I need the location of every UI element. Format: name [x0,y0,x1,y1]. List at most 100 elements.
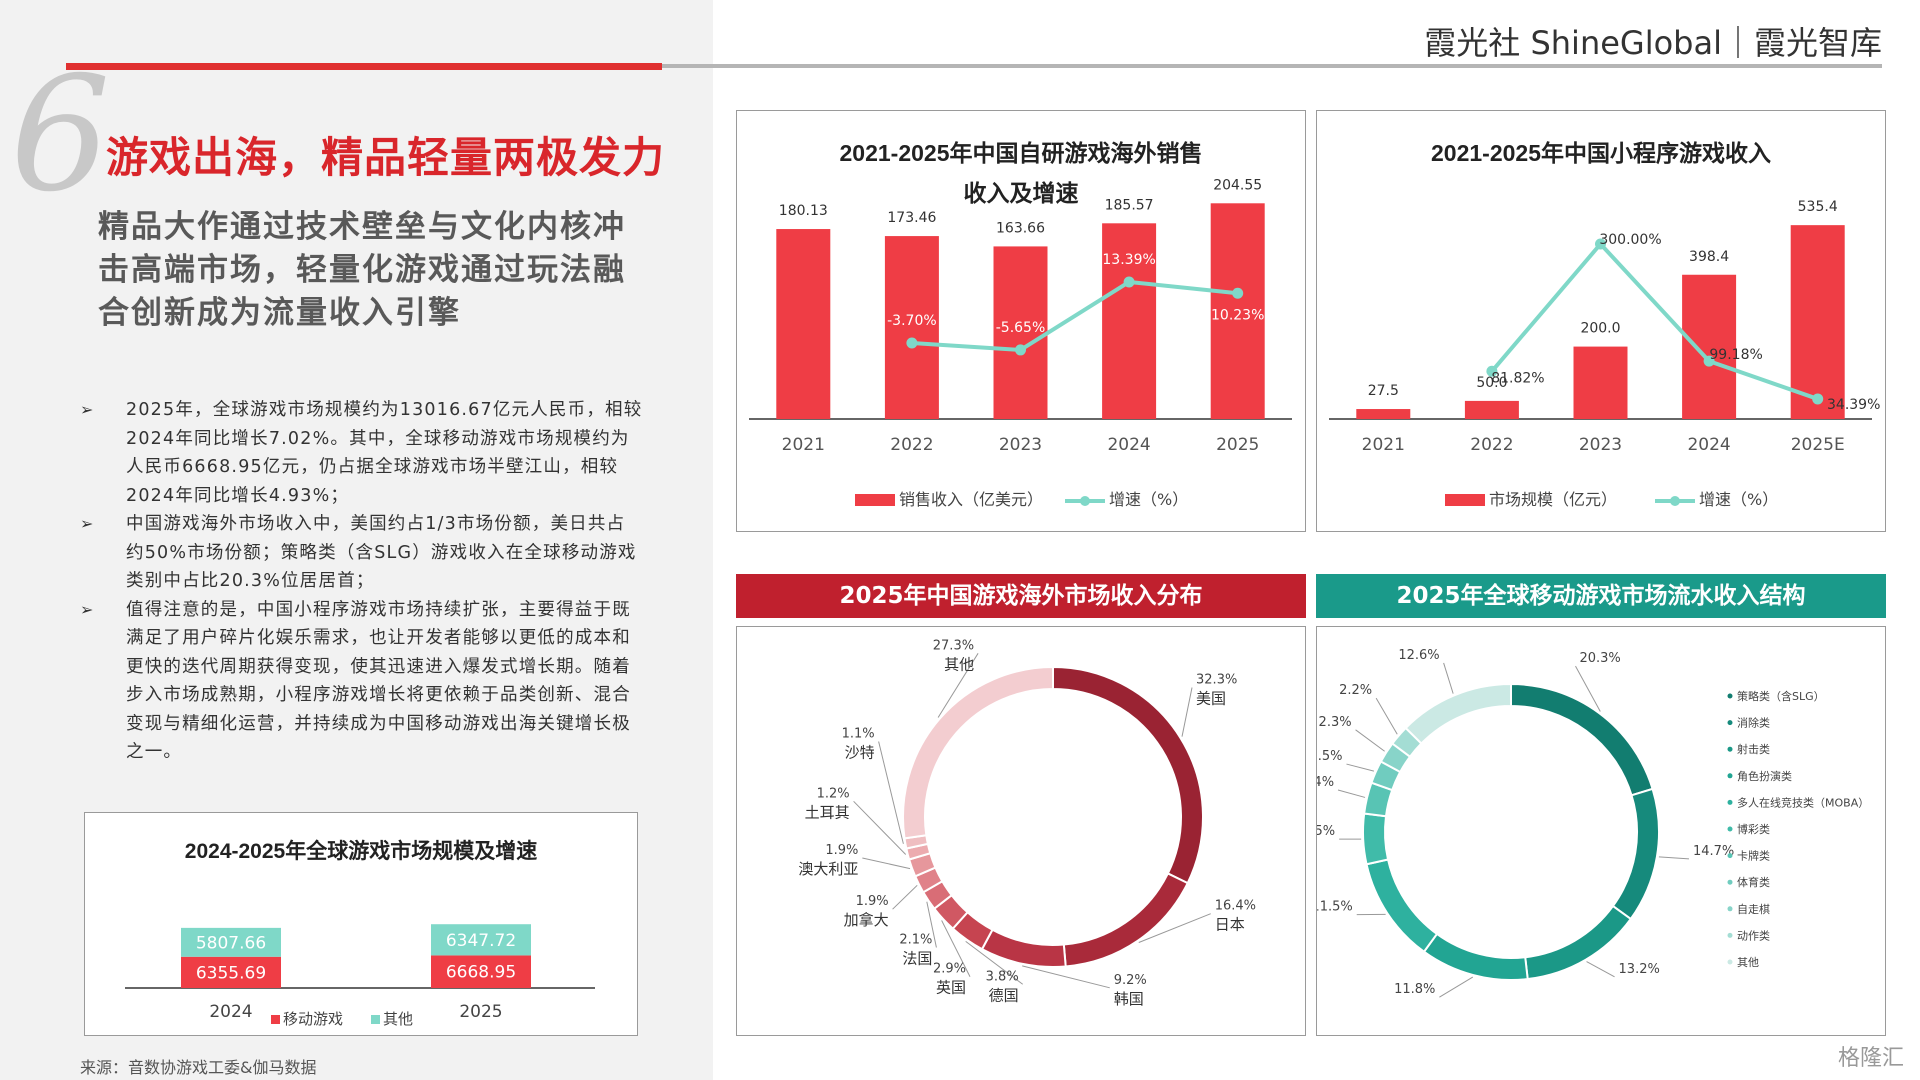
donut-slice [980,928,1067,968]
growth-point [1486,365,1498,377]
bullet-text: 中国游戏海外市场收入中，美国约占1/3市场份额，美日共占约50%市场份额；策略类… [126,514,637,591]
legend-label: 体育类 [1737,875,1770,889]
donut-slice [1524,904,1633,981]
legend-dot [1727,773,1733,779]
bullet-item: ➢ 2025年，全球游戏市场规模约为13016.67亿元人民币，相较2024年同比… [78,396,643,510]
donut-slice [1510,682,1654,797]
section-number: 6 [10,43,111,227]
slice-pct: 2.1% [899,932,932,947]
bar-value-label: 50.0 [1476,375,1507,391]
x-tick-label: 2025E [1791,435,1845,455]
overseas-dist-banner: 2025年中国游戏海外市场收入分布 [736,574,1306,618]
x-tick-label: 2023 [999,435,1042,455]
bar-value-label: 535.4 [1798,199,1838,215]
bar [993,246,1048,419]
legend-label: 策略类（含SLG） [1737,689,1825,703]
slice-label: 英国 [936,979,966,997]
slice-pct: 32.3% [1196,672,1237,687]
growth-point [1123,276,1135,288]
chart-title-line2: 收入及增速 [963,180,1079,206]
bar [1682,274,1737,419]
mobile-structure-chart: 20.3% 14.7% 13.2% 11.8% 11.5% 5.5% 3.4% 2.5% 2.3… [1317,648,1869,998]
legend-dot [1727,906,1733,912]
global-market-chart: 6355.69 5807.66 2024 6668.95 6347.72 2025 移动游戏… [125,924,595,1028]
leader-line [1346,763,1375,772]
bar [776,229,831,419]
growth-point [906,337,918,349]
legend-label: 射击类 [1737,742,1770,756]
slice-label: 澳大利亚 [798,860,858,878]
x-tick-label: 2024 [1687,435,1730,455]
slice-label: 日本 [1215,916,1245,934]
x-tick-label: 2022 [1470,435,1513,455]
growth-point [1232,287,1244,299]
chart-title: 2024-2025年全球游戏市场规模及增速 [184,840,538,863]
donut-slice [1062,872,1189,968]
bar [1102,223,1157,419]
slice-pct: 16.4% [1215,899,1256,914]
slice-pct: 5.5% [1317,824,1335,839]
legend-dot [1727,959,1733,965]
legend-dot [1727,720,1733,726]
leader-line [1586,961,1615,978]
data-label: 6347.72 [446,931,516,951]
legend-label: 销售收入（亿美元） [899,490,1043,509]
donut-slice [902,665,1054,840]
mini-program-chart: 27.5 2021 50.0 2022 200.0 2023 398.4 2024 535.4 2… [1329,199,1880,509]
slice-pct: 12.6% [1398,648,1439,663]
leader-line [1138,913,1211,943]
legend-label: 其他 [1737,956,1759,969]
growth-point [1015,344,1026,356]
growth-point [1595,238,1606,250]
data-label: 5807.66 [196,933,266,953]
legend-dot [1727,746,1733,752]
legend-swatch [371,1015,380,1024]
slice-pct: 2.2% [1339,683,1372,698]
slice-label: 德国 [989,986,1019,1004]
global-market-panel: 2024-2025年全球游戏市场规模及增速 6355.69 5807.66 2024… [84,812,638,1036]
growth-label: 81.82% [1491,370,1544,386]
leader-line [1658,856,1690,860]
bullet-item: ➢ 中国游戏海外市场收入中，美国约占1/3市场份额，美日共占约50%市场份额；策略… [78,510,643,596]
growth-line [1490,240,1819,401]
leader-line [1337,789,1366,798]
slice-pct: 3.4% [1317,775,1334,790]
legend-dot [1727,693,1733,699]
growth-label: 300.00% [1599,232,1661,248]
x-tick-label: 2021 [1362,435,1405,455]
source-note: 来源：音数协游戏工委&伽马数据 [80,1058,317,1077]
growth-label: -3.70% [887,313,937,329]
data-label: 6668.95 [446,963,516,983]
legend-label: 移动游戏 [283,1010,343,1028]
bar-value-label: 204.55 [1213,177,1262,193]
x-tick-label: 2025 [459,1002,502,1022]
leader-line [1022,965,1110,989]
bar [1790,225,1845,419]
legend-dot [1727,826,1733,832]
slice-pct: 1.9% [825,843,858,858]
leader-line [862,857,911,870]
legend-label: 增速（%） [1699,490,1778,509]
x-tick-label: 2023 [1579,435,1622,455]
growth-label: 13.39% [1102,252,1155,268]
x-tick-label: 2024 [1107,435,1150,455]
growth-line [911,279,1238,352]
header-accent-rule [66,63,662,70]
arrow-icon: ➢ [80,514,95,533]
growth-label: 10.23% [1211,307,1264,323]
bar-value-label: 180.13 [779,203,828,219]
leader-line [1443,662,1454,694]
slice-pct: 1.2% [817,786,850,801]
chart-title: 2021-2025年中国小程序游戏收入 [1431,140,1771,166]
slice-pct: 1.9% [856,894,889,909]
legend-swatch [271,1015,280,1024]
legend-dot [1727,853,1733,859]
bar-segment [181,927,281,957]
legend-marker [1670,496,1680,506]
slice-pct: 2.5% [1317,749,1342,764]
x-tick-label: 2021 [782,435,825,455]
x-tick-label: 2024 [209,1002,252,1022]
leader-line [1575,665,1601,712]
bar [1573,346,1628,419]
bar-value-label: 163.66 [996,220,1045,236]
